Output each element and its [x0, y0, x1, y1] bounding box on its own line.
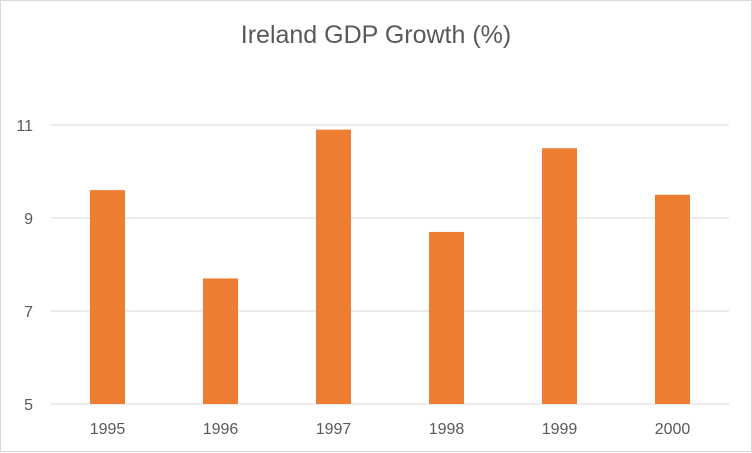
x-tick-label: 2000: [655, 421, 691, 438]
bar: [655, 194, 690, 404]
chart-title: Ireland GDP Growth (%): [240, 21, 512, 49]
x-tick-label: 1995: [90, 421, 126, 438]
x-tick-label: 1997: [316, 421, 352, 438]
bar: [542, 148, 577, 404]
y-tick-label: 5: [24, 397, 33, 414]
x-tick-label: 1998: [429, 421, 465, 438]
x-tick-label: 1999: [542, 421, 578, 438]
x-tick-label: 1996: [203, 421, 239, 438]
y-tick-label: 11: [16, 118, 33, 135]
y-tick-label: 7: [24, 304, 33, 321]
y-tick-label: 9: [24, 211, 33, 228]
bar: [429, 231, 464, 404]
bar: [316, 129, 351, 404]
bar: [90, 190, 125, 404]
bar: [203, 278, 238, 404]
